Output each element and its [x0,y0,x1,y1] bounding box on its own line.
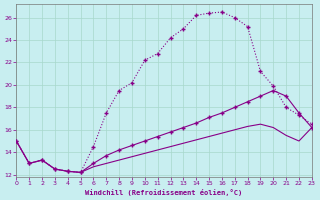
X-axis label: Windchill (Refroidissement éolien,°C): Windchill (Refroidissement éolien,°C) [85,189,243,196]
